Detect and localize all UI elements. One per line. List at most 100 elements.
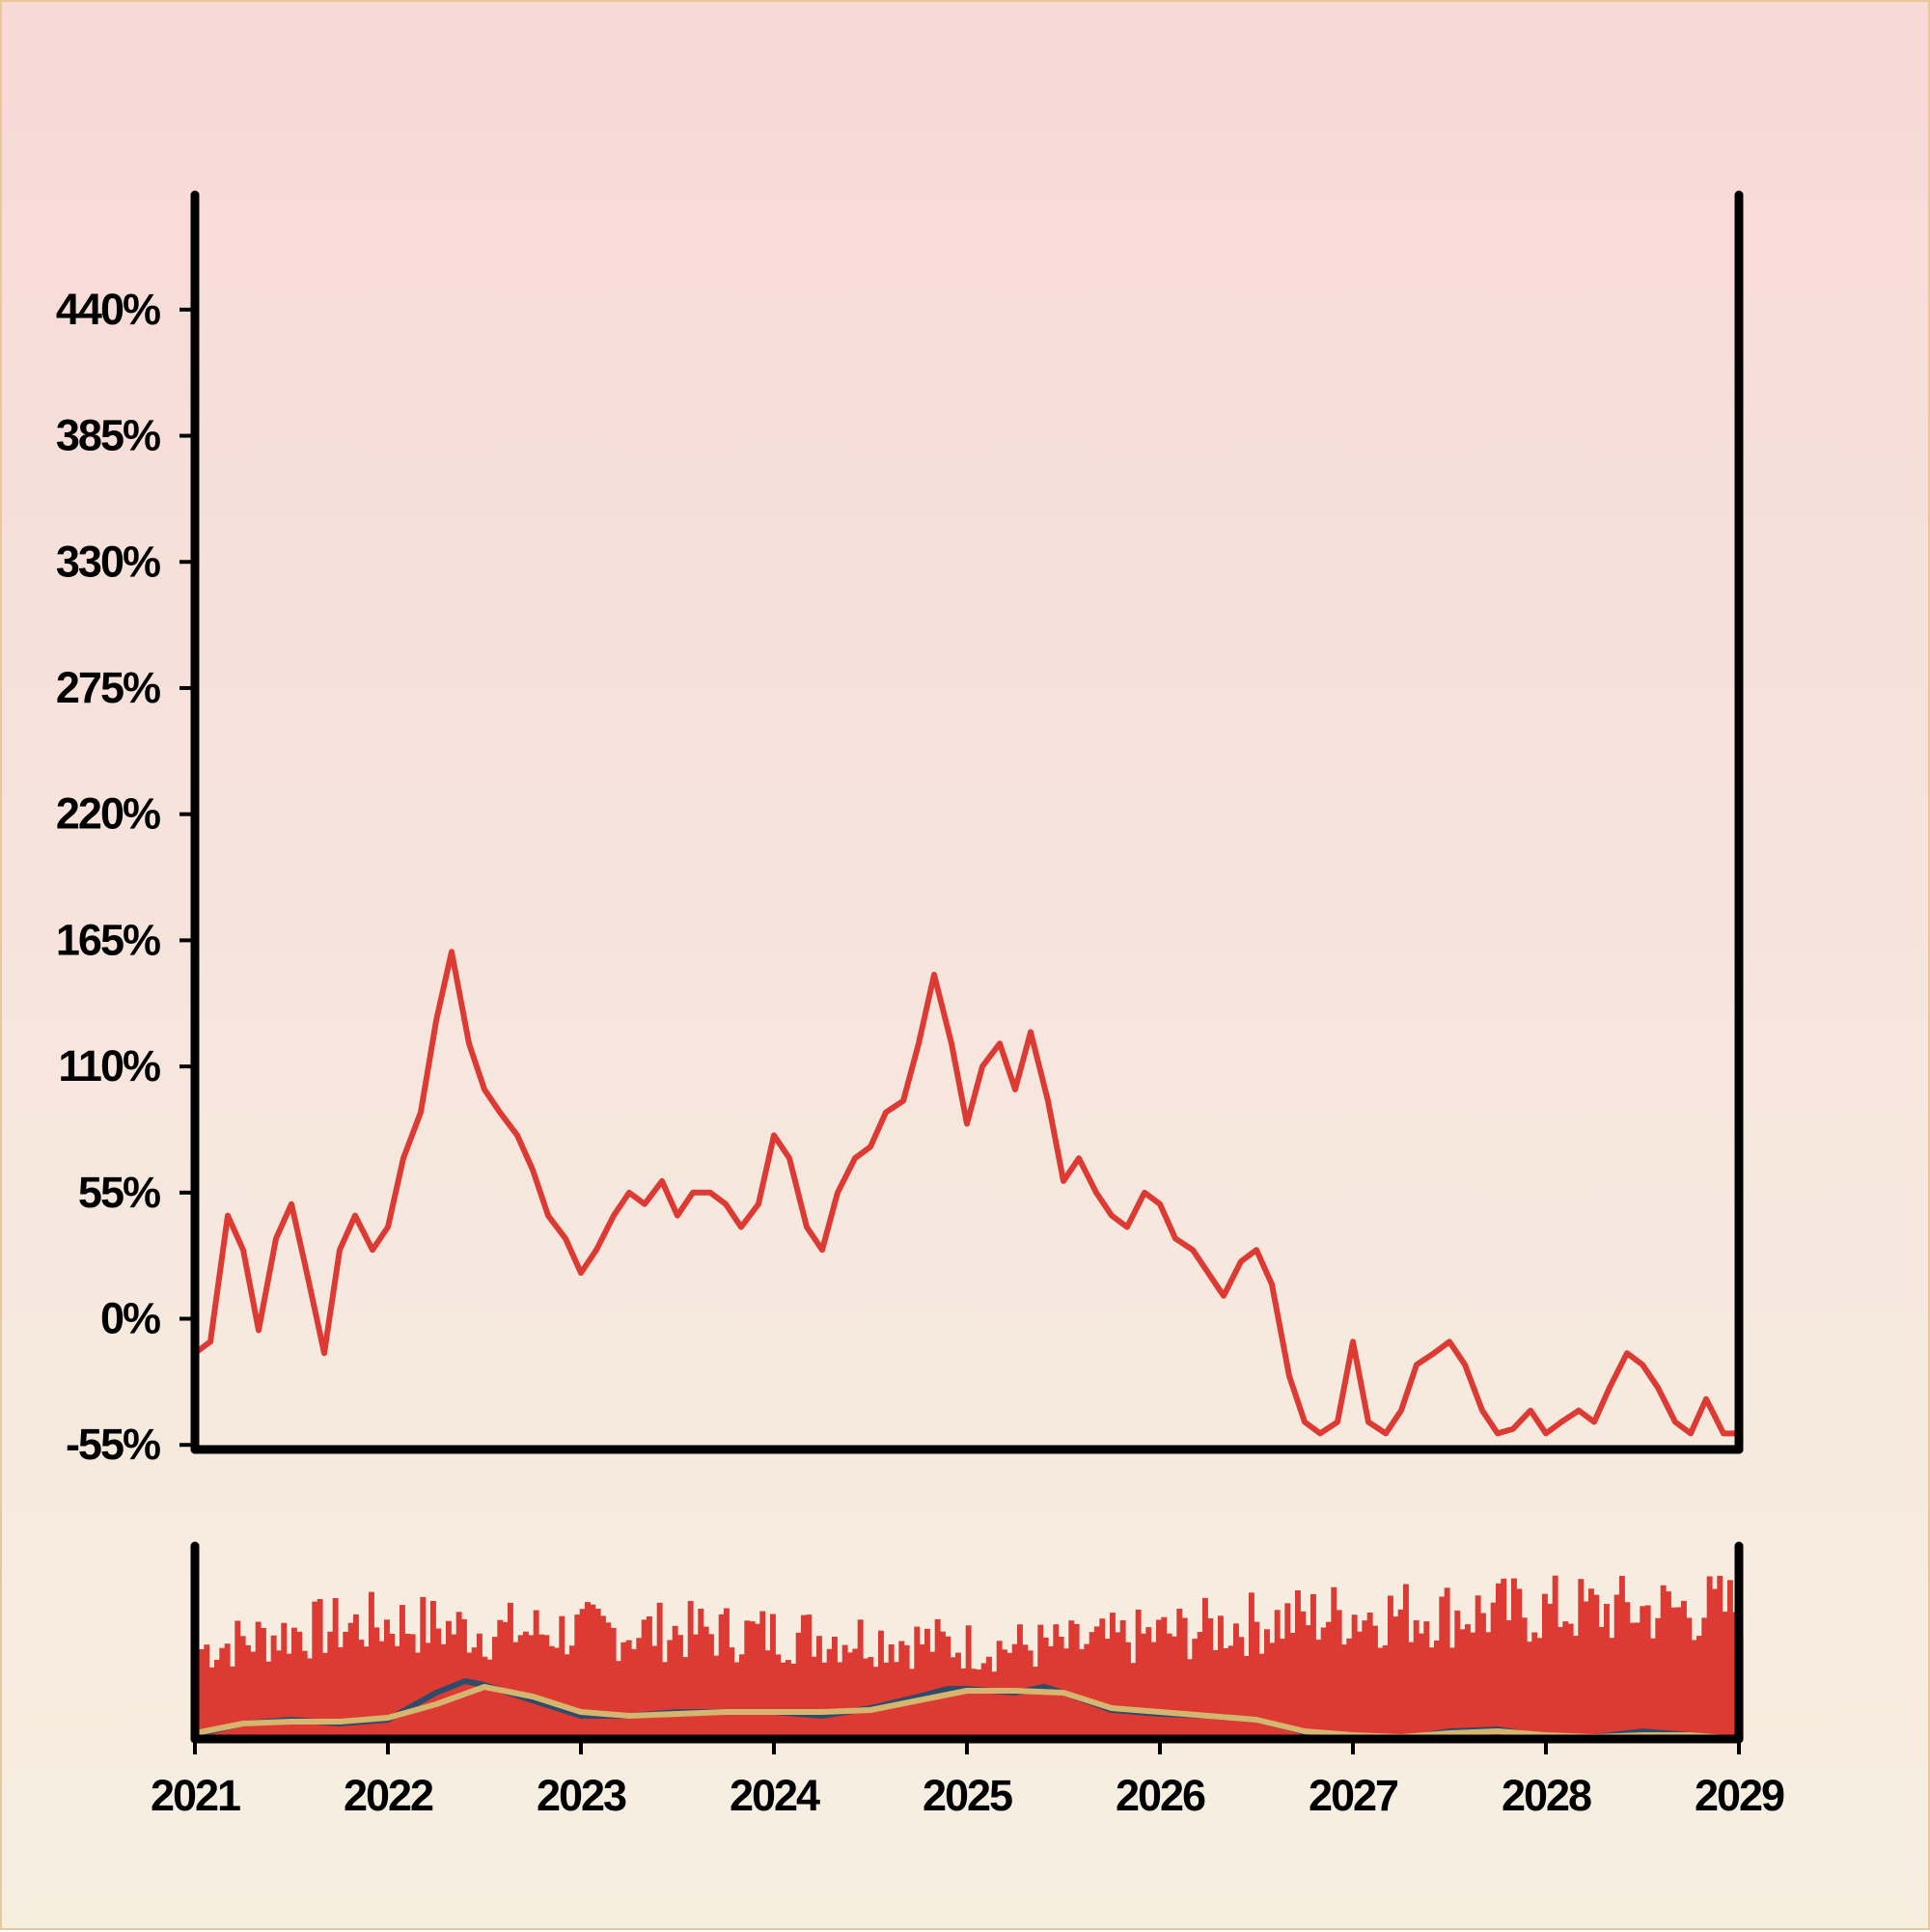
volume-bar [353,1614,359,1739]
volume-bar [234,1620,241,1739]
volume-bar [1413,1620,1420,1739]
volume-bar [863,1658,868,1739]
volume-bar [389,1634,396,1739]
volume-bar [739,1654,745,1739]
volume-bar [312,1601,318,1739]
volume-bar [1490,1602,1497,1739]
volume-bar [1331,1587,1337,1739]
volume-bar [1470,1632,1476,1739]
volume-bar [1619,1576,1625,1739]
volume-bar [286,1653,292,1739]
volume-bar [265,1661,272,1739]
volume-panel: 2021 2022 2023 2024 2025 2026 2027 2028 2029 [151,1541,1786,1820]
x-tick-label: 2026 [1116,1771,1205,1820]
volume-bar [307,1658,313,1739]
volume-bar [775,1654,782,1739]
volume-bar [625,1640,632,1739]
volume-bar [332,1598,339,1739]
volume-bar [1058,1637,1064,1739]
volume-bar [1305,1625,1311,1739]
volume-bar [338,1647,344,1739]
volume-bar [832,1637,838,1739]
volume-bar [1454,1610,1461,1739]
x-axis-year-ticks: 2021 2022 2023 2024 2025 2026 2027 2028 2029 [151,1739,1786,1820]
volume-bar [1089,1632,1095,1739]
volume-bar [1644,1605,1651,1739]
volume-bar [1289,1633,1296,1739]
volume-bar [837,1662,843,1739]
volume-bar [508,1602,513,1739]
volume-bar [698,1609,704,1739]
volume-bar [903,1644,910,1739]
volume-bar [1624,1602,1631,1739]
volume-bar [430,1601,436,1739]
volume-bar [600,1615,606,1739]
volume-bar [199,1649,205,1739]
volume-bar [940,1631,946,1739]
volume-bar [641,1619,648,1739]
volume-bar [1357,1631,1363,1739]
volume-bar [569,1645,575,1739]
volume-bar [1423,1621,1430,1739]
volume-bar [1465,1624,1471,1739]
volume-bar [1125,1642,1131,1739]
volume-bar [1176,1609,1183,1739]
volume-bar [296,1631,303,1739]
volume-bar [755,1623,760,1739]
volume-bar [888,1644,895,1739]
volume-bar [1701,1617,1708,1739]
volume-bar [1444,1587,1450,1739]
volume-bar [1439,1596,1446,1739]
volume-bar [502,1621,509,1739]
volume-bar [1243,1656,1250,1739]
volume-bar [409,1634,416,1739]
volume-bar [1609,1638,1615,1739]
volume-bar [1156,1619,1162,1739]
volume-bar [1295,1590,1301,1739]
volume-bar [394,1645,400,1739]
volume-bar [1392,1616,1399,1739]
volume-bar [250,1651,257,1739]
volume-bar [770,1614,776,1739]
volume-bar [533,1610,539,1739]
volume-bar [446,1620,452,1739]
volume-bar [729,1647,735,1739]
volume-bar [1115,1632,1121,1739]
y-tick-label: 440% [56,285,160,334]
volume-bar [1372,1625,1378,1739]
ma-slow-line [194,1684,1740,1742]
volume-bar [1578,1579,1585,1739]
y-tick-label: 385% [56,411,160,460]
volume-bar [1598,1627,1605,1739]
volume-bar [703,1626,709,1739]
volume-bar [1017,1624,1023,1739]
volume-bar [1351,1615,1358,1739]
volume-bar [795,1632,802,1739]
volume-bar [1249,1592,1254,1739]
volume-bar [872,1667,879,1739]
volume-bar [245,1644,251,1739]
volume-bar [1485,1632,1492,1739]
volume-bar [1341,1644,1347,1739]
volume-bar [543,1635,550,1739]
volume-bar [605,1622,612,1739]
volume-bar [1428,1647,1435,1739]
volume-bar [852,1648,859,1739]
volume-bar [667,1640,674,1739]
volume-bar [1408,1642,1415,1739]
volume-bar [1135,1609,1142,1739]
y-tick-label: 275% [56,663,160,712]
volume-bar [801,1615,807,1739]
volume-bar [1573,1636,1579,1739]
volume-bar [764,1650,771,1739]
volume-bar [239,1636,246,1739]
volume-bar [347,1622,354,1739]
volume-bar [826,1648,833,1739]
volume-bar [821,1662,828,1739]
y-tick-label: 0% [100,1294,160,1343]
volume-bar [620,1642,627,1739]
volume-bar [317,1599,323,1739]
volume-bar [1531,1632,1538,1739]
volume-bar [1449,1647,1455,1739]
y-tick-label: 110% [58,1041,160,1090]
